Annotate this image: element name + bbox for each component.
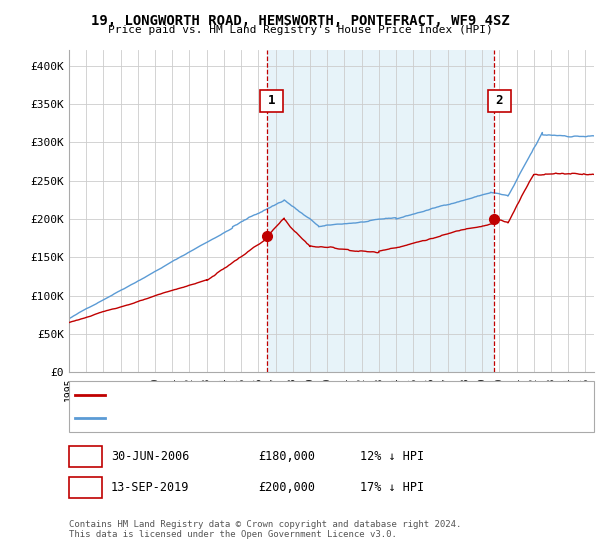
Text: Contains HM Land Registry data © Crown copyright and database right 2024.
This d: Contains HM Land Registry data © Crown c… [69, 520, 461, 539]
Bar [267, 50, 494, 372]
Text: £200,000: £200,000 [258, 480, 315, 494]
FancyBboxPatch shape [260, 90, 283, 112]
Text: 13-SEP-2019: 13-SEP-2019 [111, 480, 190, 494]
Text: 1: 1 [82, 450, 89, 463]
Text: 12% ↓ HPI: 12% ↓ HPI [360, 450, 424, 463]
Text: 2: 2 [82, 480, 89, 494]
FancyBboxPatch shape [488, 90, 511, 112]
Text: Price paid vs. HM Land Registry's House Price Index (HPI): Price paid vs. HM Land Registry's House … [107, 25, 493, 35]
Text: 19, LONGWORTH ROAD, HEMSWORTH, PONTEFRACT, WF9 4SZ: 19, LONGWORTH ROAD, HEMSWORTH, PONTEFRAC… [91, 14, 509, 28]
Text: 19, LONGWORTH ROAD, HEMSWORTH, PONTEFRACT, WF9 4SZ (detached house): 19, LONGWORTH ROAD, HEMSWORTH, PONTEFRAC… [111, 390, 530, 400]
Text: 30-JUN-2006: 30-JUN-2006 [111, 450, 190, 463]
Text: 17% ↓ HPI: 17% ↓ HPI [360, 480, 424, 494]
Text: 1: 1 [268, 94, 275, 108]
Text: 2: 2 [496, 94, 503, 108]
Text: £180,000: £180,000 [258, 450, 315, 463]
Text: HPI: Average price, detached house, Wakefield: HPI: Average price, detached house, Wake… [111, 413, 392, 423]
